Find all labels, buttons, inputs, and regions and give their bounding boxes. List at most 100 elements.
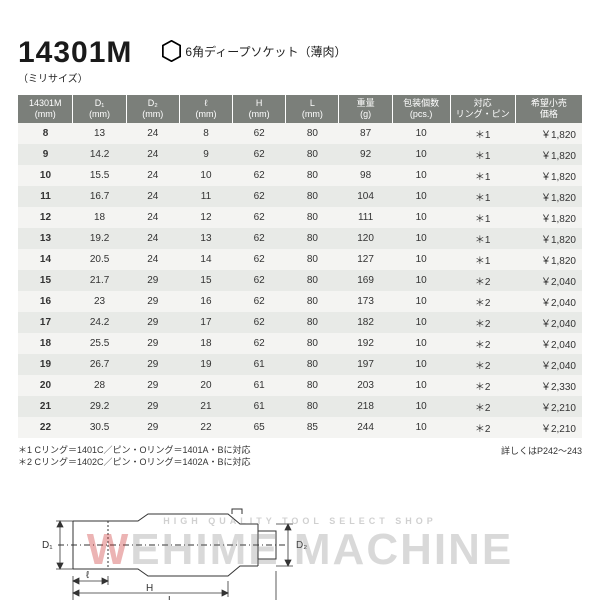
table-cell: 29 — [126, 417, 179, 438]
table-cell: 29 — [126, 333, 179, 354]
table-cell: 85 — [286, 417, 339, 438]
table-cell: 62 — [233, 333, 286, 354]
table-cell: 80 — [286, 333, 339, 354]
spec-table: 14301M(mm)D₁(mm)D₂(mm)ℓ(mm)H(mm)L(mm)重量(… — [18, 95, 582, 438]
table-cell: 80 — [286, 396, 339, 417]
table-cell: 8 — [179, 123, 232, 144]
table-cell: 92 — [339, 144, 392, 165]
table-cell: 62 — [233, 144, 286, 165]
column-header: 希望小売価格 — [515, 95, 582, 123]
table-cell: ＊1 — [450, 165, 515, 186]
table-cell: 19.2 — [73, 228, 126, 249]
table-cell: 10 — [392, 417, 450, 438]
label-d1: D₁ — [42, 540, 53, 551]
table-cell: 62 — [233, 123, 286, 144]
table-cell: 14.2 — [73, 144, 126, 165]
table-cell: 24 — [126, 207, 179, 228]
table-cell: 10 — [392, 207, 450, 228]
table-cell: 11 — [18, 186, 73, 207]
table-cell: 80 — [286, 249, 339, 270]
table-cell: 8 — [18, 123, 73, 144]
table-row: 2230.52922658524410＊2￥2,210 — [18, 417, 582, 438]
table-cell: ￥2,210 — [515, 396, 582, 417]
footnote-1: ＊1 Cリング＝1401C／ピン・Oリング＝1401A・Bに対応 — [18, 444, 251, 457]
table-cell: 62 — [233, 228, 286, 249]
table-cell: 80 — [286, 270, 339, 291]
table-cell: 22 — [179, 417, 232, 438]
table-cell: 10 — [392, 354, 450, 375]
table-cell: 16 — [179, 291, 232, 312]
table-cell: 80 — [286, 165, 339, 186]
table-cell: ＊2 — [450, 291, 515, 312]
table-cell: ￥1,820 — [515, 186, 582, 207]
table-cell: ＊1 — [450, 207, 515, 228]
table-cell: 24 — [126, 228, 179, 249]
dimension-diagram: D₁ D₂ ℓ — [18, 481, 582, 600]
table-cell: 29 — [126, 354, 179, 375]
table-cell: 11 — [179, 186, 232, 207]
table-cell: 24.2 — [73, 312, 126, 333]
table-cell: 62 — [233, 207, 286, 228]
table-cell: 80 — [286, 207, 339, 228]
table-cell: ￥2,210 — [515, 417, 582, 438]
table-row: 914.224962809210＊1￥1,820 — [18, 144, 582, 165]
table-cell: ￥2,330 — [515, 375, 582, 396]
table-cell: 65 — [233, 417, 286, 438]
table-row: 1521.72915628016910＊2￥2,040 — [18, 270, 582, 291]
table-cell: ￥2,040 — [515, 291, 582, 312]
table-cell: 13 — [18, 228, 73, 249]
table-cell: 203 — [339, 375, 392, 396]
table-cell: 28 — [73, 375, 126, 396]
table-cell: 29.2 — [73, 396, 126, 417]
table-cell: 87 — [339, 123, 392, 144]
table-cell: 10 — [392, 186, 450, 207]
footnotes: ＊1 Cリング＝1401C／ピン・Oリング＝1401A・Bに対応 ＊2 Cリング… — [18, 444, 582, 469]
label-h: H — [146, 583, 153, 594]
table-cell: 62 — [233, 165, 286, 186]
table-cell: ＊2 — [450, 396, 515, 417]
table-row: 81324862808710＊1￥1,820 — [18, 123, 582, 144]
table-cell: 61 — [233, 354, 286, 375]
table-cell: 10 — [392, 249, 450, 270]
table-row: 1825.52918628019210＊2￥2,040 — [18, 333, 582, 354]
table-cell: 182 — [339, 312, 392, 333]
table-row: 1420.52414628012710＊1￥1,820 — [18, 249, 582, 270]
table-cell: ￥1,820 — [515, 123, 582, 144]
table-cell: 20.5 — [73, 249, 126, 270]
table-cell: 98 — [339, 165, 392, 186]
table-cell: 16 — [18, 291, 73, 312]
table-cell: 29 — [126, 270, 179, 291]
table-cell: 15 — [179, 270, 232, 291]
table-cell: ￥1,820 — [515, 228, 582, 249]
table-cell: 10 — [392, 228, 450, 249]
table-cell: 173 — [339, 291, 392, 312]
table-row: 1116.72411628010410＊1￥1,820 — [18, 186, 582, 207]
column-header: 対応リング・ピン — [450, 95, 515, 123]
table-cell: 29 — [126, 396, 179, 417]
table-cell: 20 — [179, 375, 232, 396]
table-cell: 15 — [18, 270, 73, 291]
label-l: L — [168, 595, 174, 600]
table-row: 20282920618020310＊2￥2,330 — [18, 375, 582, 396]
table-cell: 192 — [339, 333, 392, 354]
table-row: 1724.22917628018210＊2￥2,040 — [18, 312, 582, 333]
table-cell: 10 — [392, 270, 450, 291]
table-cell: 14 — [18, 249, 73, 270]
table-cell: 16.7 — [73, 186, 126, 207]
table-row: 2129.22921618021810＊2￥2,210 — [18, 396, 582, 417]
column-header: 包装個数(pcs.) — [392, 95, 450, 123]
table-cell: 22 — [18, 417, 73, 438]
table-cell: 14 — [179, 249, 232, 270]
table-cell: 12 — [18, 207, 73, 228]
table-cell: 24 — [126, 186, 179, 207]
table-cell: 80 — [286, 186, 339, 207]
size-sublabel: （ミリサイズ） — [18, 70, 582, 85]
column-header: 重量(g) — [339, 95, 392, 123]
table-cell: 169 — [339, 270, 392, 291]
column-header: D₁(mm) — [73, 95, 126, 123]
table-cell: 111 — [339, 207, 392, 228]
hexagon-icon — [162, 40, 181, 62]
table-cell: ＊2 — [450, 375, 515, 396]
table-cell: ＊1 — [450, 249, 515, 270]
table-cell: 127 — [339, 249, 392, 270]
